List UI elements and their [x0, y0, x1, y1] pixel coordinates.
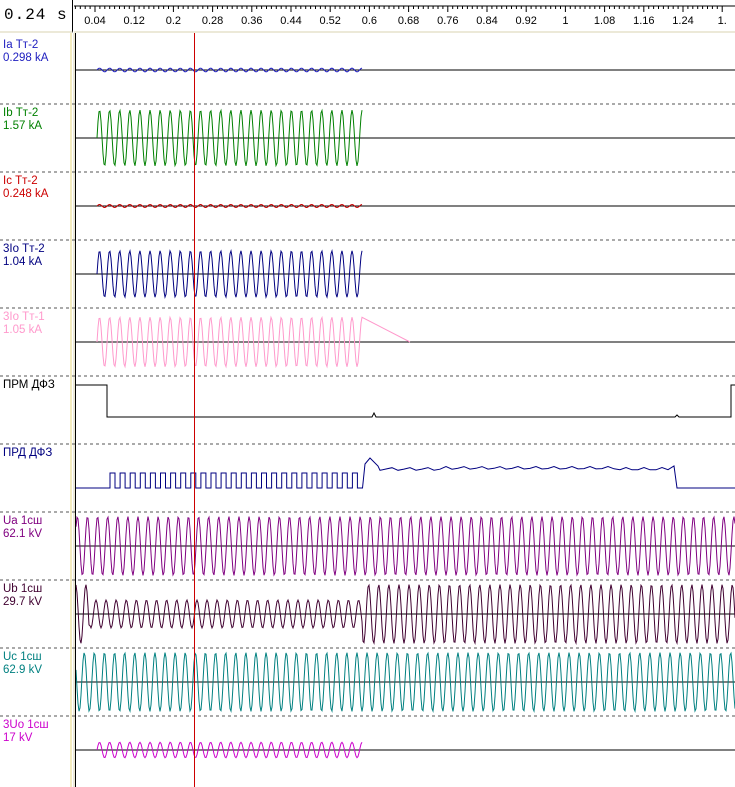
channel-trace — [75, 515, 735, 577]
time-tick-label: 1.24 — [672, 15, 693, 27]
channel-trace — [75, 583, 735, 645]
channel-name: Ib Тт-2 — [3, 107, 39, 119]
cursor-time-readout: 0.24 s — [0, 0, 73, 33]
channel-value: 1.04 kA — [3, 256, 42, 268]
time-cursor[interactable] — [194, 33, 195, 787]
time-tick-label: 0.12 — [123, 15, 144, 27]
time-tick-label: 0.76 — [437, 15, 458, 27]
channel-name: Ia Тт-2 — [3, 39, 39, 51]
channel-label[interactable]: Ib Тт-2 1.57 kA — [3, 107, 42, 133]
channel-value: 29.7 kV — [3, 596, 42, 608]
time-ruler-ticks: 0.04 0.12 0.2 0.28 0.36 0.44 0.52 0.6 0.68 0.76 0.… — [74, 5, 735, 27]
channel-label[interactable]: 3Uo 1сш 17 kV — [3, 719, 49, 745]
channel-trace — [75, 651, 735, 713]
channel-name: Ic Тт-2 — [3, 175, 38, 187]
label-column-border — [70, 33, 72, 787]
channel-trace — [76, 457, 735, 489]
channel-label[interactable]: Ic Тт-2 0.248 kA — [3, 175, 48, 201]
channel-trace — [76, 108, 735, 168]
channel-trace — [76, 203, 735, 209]
cursor-time-value: 0.24 s — [4, 6, 68, 24]
channel-label[interactable]: Ub 1сш 29.7 kV — [3, 583, 42, 609]
time-tick-label: 0.68 — [398, 15, 419, 27]
channel-trace — [76, 67, 735, 73]
channel-name: Uc 1сш — [3, 651, 42, 663]
channel-value: 1.05 kA — [3, 324, 42, 336]
channel-trace — [76, 248, 735, 300]
channel-name: 3Uo 1сш — [3, 719, 49, 731]
channel-name: Ua 1сш — [3, 515, 43, 527]
channel-name: 3Io Тт-2 — [3, 243, 45, 255]
time-tick-label: 1. — [718, 15, 727, 27]
channel-value: 1.57 kA — [3, 120, 42, 132]
time-ruler[interactable]: 0.04 0.12 0.2 0.28 0.36 0.44 0.52 0.6 0.68 0.76 0.… — [74, 0, 735, 33]
channel-label[interactable]: 3Io Тт-2 1.04 kA — [3, 243, 45, 269]
channel-trace — [76, 384, 735, 418]
channel-trace — [76, 741, 735, 759]
plot-left-axis — [75, 33, 76, 787]
channel-name: ПРМ ДФЗ — [3, 379, 55, 391]
time-tick-label: 0.52 — [319, 15, 340, 27]
time-tick-label: 0.36 — [241, 15, 262, 27]
channel-value: 0.298 kA — [3, 52, 49, 64]
channel-name: 3Io Тт-1 — [3, 311, 45, 323]
channel-value: 62.1 kV — [3, 528, 42, 540]
channel-name: Ub 1сш — [3, 583, 43, 595]
time-tick-label: 0.92 — [515, 15, 536, 27]
time-tick-label: 1 — [562, 15, 568, 27]
channel-label[interactable]: Ia Тт-2 0.298 kA — [3, 39, 48, 65]
channel-value: 0.248 kA — [3, 188, 49, 200]
time-tick-label: 0.44 — [280, 15, 301, 27]
channel-label[interactable]: Ua 1сш 62.1 kV — [3, 515, 42, 541]
channel-value: 17 kV — [3, 732, 33, 744]
channel-label[interactable]: Uc 1сш 62.9 kV — [3, 651, 42, 677]
time-tick-label: 1.08 — [594, 15, 615, 27]
time-tick-label: 0.6 — [362, 15, 377, 27]
channel-label[interactable]: ПРД ДФЗ — [3, 447, 52, 460]
label-column-divider — [73, 33, 75, 787]
channel-trace — [76, 315, 735, 369]
time-tick-label: 0.04 — [84, 15, 105, 27]
channel-name: ПРД ДФЗ — [3, 447, 53, 459]
time-tick-label: 0.28 — [202, 15, 223, 27]
channel-value: 62.9 kV — [3, 664, 42, 676]
channel-label[interactable]: ПРМ ДФЗ — [3, 379, 55, 392]
time-tick-label: 0.84 — [476, 15, 497, 27]
time-tick-label: 0.2 — [166, 15, 181, 27]
channel-label[interactable]: 3Io Тт-1 1.05 kA — [3, 311, 45, 337]
time-tick-label: 1.16 — [633, 15, 654, 27]
